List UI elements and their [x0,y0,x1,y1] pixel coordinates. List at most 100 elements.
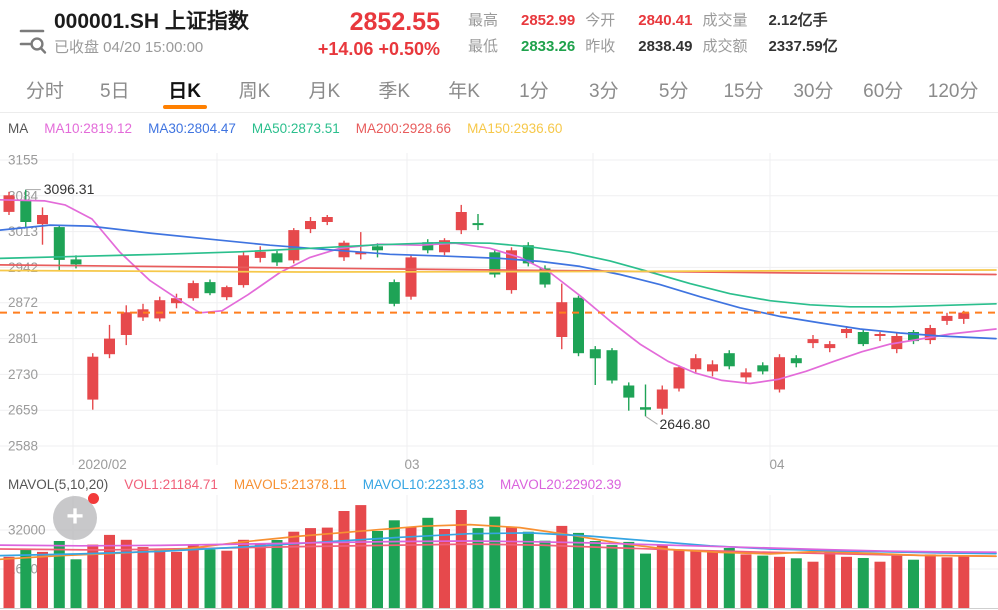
stat-column: 最高 2852.99 最低 2833.26 [468,11,575,57]
volume-bar [790,558,802,608]
stat-row: 今开 2840.41 [585,11,692,31]
tab-1分[interactable]: 1分 [519,81,549,102]
candle-body [321,217,333,222]
tab-分时[interactable]: 分时 [25,81,64,102]
candle-body [690,358,702,370]
candle-body [204,282,216,294]
candle-body [941,315,953,321]
plus-icon: + [66,500,84,533]
candle-body [958,312,970,319]
volume-bar [271,540,283,608]
candle-body [53,227,65,260]
volume-bar [422,517,434,608]
add-watchlist-button[interactable]: + [53,493,99,540]
x-axis-label: 03 [404,457,419,472]
volume-bar [187,544,199,608]
candle-body [606,350,618,381]
candlestick-volume-svg[interactable]: 3155308430132942287228012730265925882020… [0,113,998,610]
tab-5分[interactable]: 5分 [658,81,689,102]
volume-bar [958,556,970,608]
volume-bar [606,545,618,608]
tab-15分[interactable]: 15分 [723,81,764,102]
volume-bar [53,541,65,608]
stat-row: 最低 2833.26 [468,37,575,57]
tab-60分[interactable]: 60分 [863,81,904,102]
volume-bar [589,541,601,608]
legend-entry: MA50:2873.51 [251,121,340,136]
volume-bar [707,552,718,608]
candle-body [623,385,635,398]
stat-label: 昨收 [585,37,616,55]
volume-bar [640,553,651,608]
candle-body [3,195,15,212]
stat-value: 2.12亿手 [768,11,828,29]
price-axis-label: 2588 [8,439,38,454]
market-status: 已收盘 04/20 15:00:00 [54,38,204,56]
stock-list-search-icon[interactable] [10,10,54,58]
candle-body [422,242,434,251]
volume-bar [120,539,132,609]
candle-body [221,287,233,298]
price-axis-label: 2872 [8,295,38,310]
ma-legend: MA MA10:2819.12 MA30:2804.47 MA50:2873.51 M… [8,121,562,136]
candle-body [288,230,300,261]
candle-body [405,257,417,297]
tab-月K[interactable]: 月K [308,81,341,102]
volume-bar [254,543,266,608]
candle-body [589,349,601,359]
price-axis-label: 2942 [8,260,38,275]
high-annotation: 3096.31 [44,181,95,197]
candle-body [355,252,367,255]
legend-entry: MA200:2928.66 [355,121,452,136]
tab-周K[interactable]: 周K [238,81,271,102]
volume-bar [824,552,836,608]
ma-legend-prefix: MA [8,121,29,136]
stat-value: 2852.99 [521,11,576,29]
volume-bar [690,550,702,608]
candle-body [640,407,651,410]
candle-body [573,297,584,354]
candle-body [774,357,785,390]
stat-column: 今开 2840.41 昨收 2838.49 [585,11,692,57]
candle-body [656,389,668,409]
stat-label: 今开 [585,11,616,29]
volume-bar [288,531,300,608]
stat-label: 成交额 [702,37,748,55]
tab-120分[interactable]: 120分 [927,81,979,102]
candle-body [254,251,266,258]
candle-body [305,221,316,230]
candle-body [790,358,802,364]
symbol-title: 000001.SH 上证指数 [54,9,249,33]
volume-bar [623,541,635,608]
legend-entry: MA10:2819.12 [44,121,133,136]
stat-value: 2838.49 [638,37,693,55]
candle-body [472,223,484,226]
x-axis-label: 2020/02 [78,457,127,472]
legend-entry: MA150:2936.60 [467,121,563,136]
low-annotation: 2646.80 [660,416,711,432]
volume-bar [388,520,400,609]
low-marker-line [645,415,658,425]
tab-30分[interactable]: 30分 [793,81,834,102]
tab-5日[interactable]: 5日 [100,81,130,102]
legend-entry: MAVOL10:22313.83 [362,477,485,492]
kline-chart[interactable]: MA MA10:2819.12 MA30:2804.47 MA50:2873.51 M… [0,113,998,610]
tab-年K[interactable]: 年K [448,81,480,102]
mavol-legend-prefix: MAVOL(5,10,20) [8,477,109,492]
candle-body [154,300,166,319]
candle-body [37,215,48,225]
x-axis-label: 04 [769,457,785,472]
stat-row: 成交额 2337.59亿 [702,37,837,57]
candle-body [20,199,32,222]
stat-column: 成交量 2.12亿手 成交额 2337.59亿 [702,11,837,57]
volume-bar [204,549,216,608]
tab-季K[interactable]: 季K [378,81,411,102]
tab-日K[interactable]: 日K [150,67,220,112]
tab-3分[interactable]: 3分 [589,81,619,102]
candle-body [824,344,836,349]
volume-bar [924,554,936,608]
volume-bar [171,551,182,608]
volume-bar [355,505,367,608]
candle-body [539,268,551,285]
price-axis-label: 2801 [8,331,38,346]
